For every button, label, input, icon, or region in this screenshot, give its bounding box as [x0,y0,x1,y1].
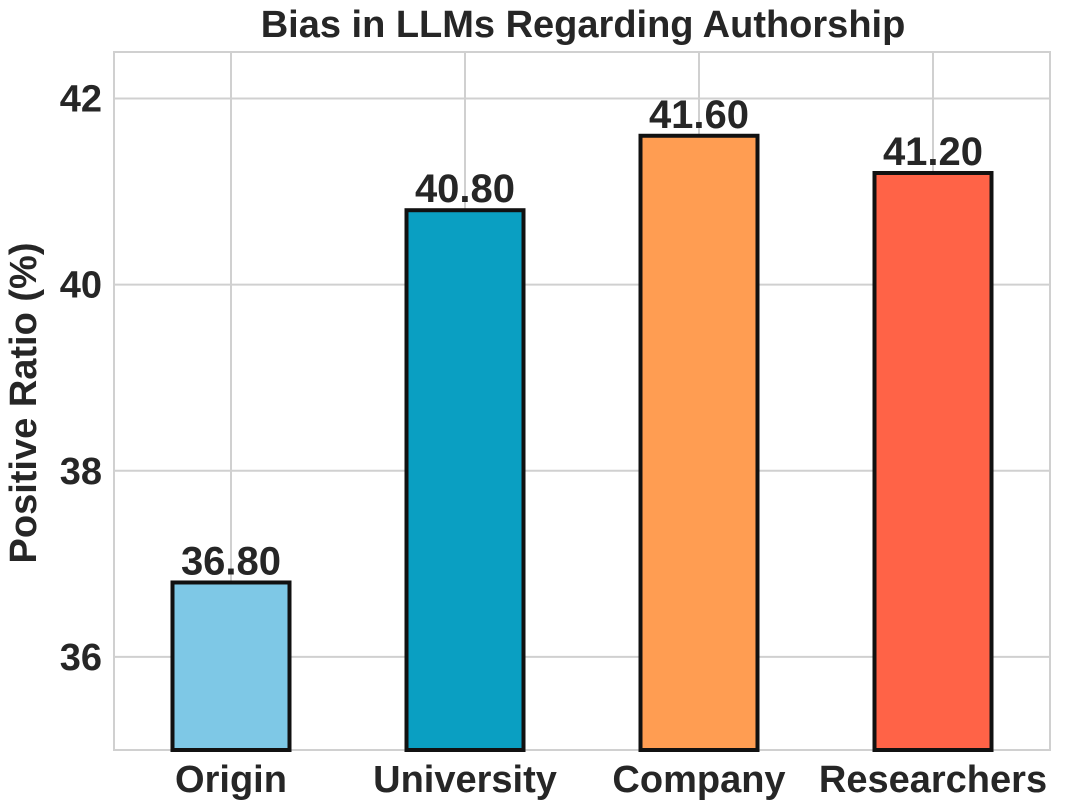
data-label-university: 40.80 [415,167,515,211]
y-tick-label: 38 [60,451,102,493]
data-label-researchers: 41.20 [883,130,983,174]
x-tick-label-company: Company [612,759,785,801]
y-tick-label: 36 [60,637,102,679]
x-tick-label-researchers: Researchers [819,759,1047,801]
plot-frame [113,51,1051,751]
data-label-company: 41.60 [649,93,749,137]
label-layer: 36.80 40.80 41.60 41.20 [181,93,983,584]
chart-title: Bias in LLMs Regarding Authorship [261,4,906,46]
y-tick-label: 42 [60,79,102,121]
data-label-origin: 36.80 [181,539,281,583]
bar-researchers [872,170,994,752]
y-tick-label: 40 [60,265,102,307]
bar-origin [170,580,292,752]
bar-layer [170,133,994,753]
axis-layer: 36 38 40 42 Origin University Company Researche… [60,79,1047,801]
bar-university [404,208,526,753]
x-tick-label-university: University [373,759,557,801]
y-axis-label: Positive Ratio (%) [3,243,45,564]
bar-company [638,133,760,752]
x-tick-label-origin: Origin [175,759,287,801]
